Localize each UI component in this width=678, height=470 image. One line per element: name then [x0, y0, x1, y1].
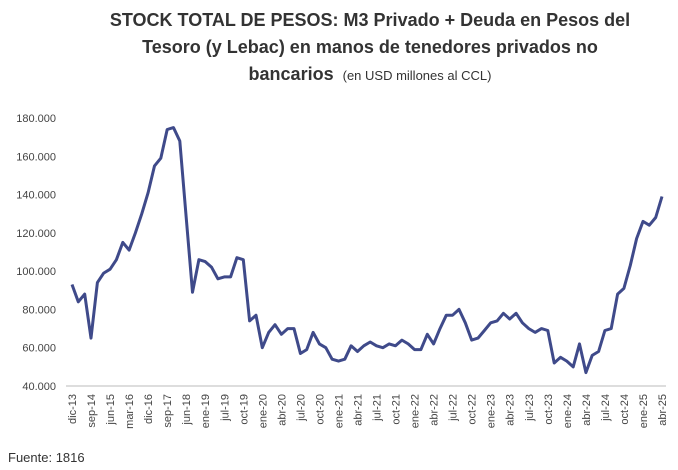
- x-tick-label: jul-23: [524, 394, 536, 422]
- chart-title: STOCK TOTAL DE PESOS: M3 Privado + Deuda…: [110, 10, 630, 30]
- x-tick-label: ene-25: [638, 394, 650, 428]
- x-tick-label: jul-20: [295, 394, 307, 422]
- line-series: [70, 126, 664, 375]
- y-tick-label: 180.000: [16, 113, 56, 125]
- y-tick-label: 80.000: [22, 304, 56, 316]
- chart-title: bancarios (en USD millones al CCL): [249, 64, 492, 84]
- x-tick-label: abr-23: [505, 394, 517, 426]
- x-tick-label: oct-24: [619, 394, 631, 425]
- chart-subtitle: (en USD millones al CCL): [343, 68, 492, 83]
- x-tick-label: mar-16: [124, 394, 136, 429]
- x-tick-label: jun-18: [181, 394, 193, 426]
- x-tick-label: abr-22: [429, 394, 441, 426]
- x-tick-label: dic-13: [67, 394, 79, 424]
- x-tick-label: abr-20: [276, 394, 288, 426]
- x-tick-label: oct-23: [543, 394, 555, 425]
- x-tick-label: jul-19: [219, 394, 231, 422]
- y-tick-label: 40.000: [22, 381, 56, 393]
- x-tick-label: dic-16: [143, 394, 155, 424]
- y-tick-label: 140.000: [16, 190, 56, 202]
- x-tick-label: sep-14: [86, 394, 98, 428]
- x-tick-label: abr-25: [657, 394, 669, 426]
- x-tick-label: ene-21: [333, 394, 345, 428]
- x-tick-label: sep-17: [162, 394, 174, 428]
- x-tick-label: oct-20: [314, 394, 326, 425]
- source: Fuente: 1816: [8, 450, 85, 465]
- y-tick-label: 120.000: [16, 228, 56, 240]
- x-tick-label: ene-19: [200, 394, 212, 428]
- x-tick-label: ene-23: [486, 394, 498, 428]
- x-tick-label: ene-22: [410, 394, 422, 428]
- x-tick-label: oct-21: [391, 394, 403, 425]
- x-tick-label: jul-22: [448, 394, 460, 422]
- y-tick-label: 100.000: [16, 266, 56, 278]
- chart-title: bancarios: [249, 64, 334, 84]
- x-tick-label: abr-21: [352, 394, 364, 426]
- y-tick-label: 160.000: [16, 151, 56, 163]
- x-tick-label: jun-15: [105, 394, 117, 426]
- x-tick-label: oct-22: [467, 394, 479, 425]
- chart-title: Tesoro (y Lebac) en manos de tenedores p…: [142, 37, 598, 57]
- x-tick-label: oct-19: [238, 394, 250, 425]
- y-tick-label: 60.000: [22, 343, 56, 355]
- x-tick-label: jul-24: [600, 394, 612, 422]
- x-tick-label: abr-24: [581, 394, 593, 426]
- x-tick-label: ene-20: [257, 394, 269, 428]
- x-tick-label: jul-21: [372, 394, 384, 422]
- x-tick-label: ene-24: [562, 394, 574, 428]
